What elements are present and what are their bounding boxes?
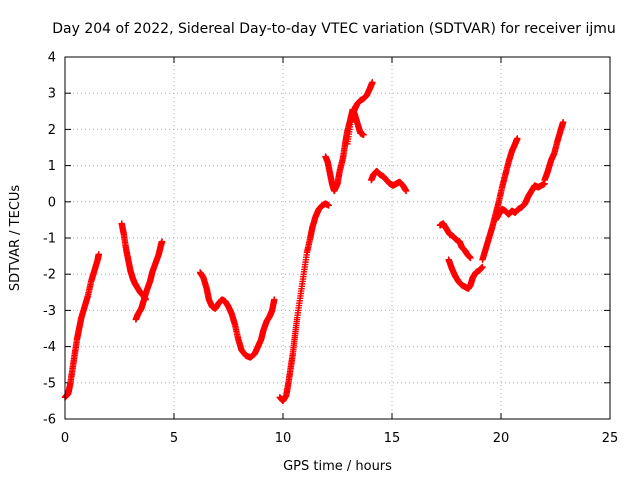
- data-point: [402, 187, 410, 195]
- data-point: [514, 135, 521, 142]
- x-tick-label: 15: [384, 431, 401, 446]
- chart-title: Day 204 of 2022, Sidereal Day-to-day VTE…: [52, 21, 616, 37]
- x-tick-label: 0: [61, 431, 69, 446]
- x-axis-title: GPS time / hours: [283, 459, 392, 474]
- data-point: [158, 238, 166, 245]
- data-point: [479, 263, 486, 271]
- plot-frame: [64, 56, 611, 420]
- data-point: [325, 202, 332, 209]
- data-points: [61, 79, 567, 405]
- x-tick-label: 10: [275, 431, 292, 446]
- x-tick-label: 5: [170, 431, 178, 446]
- data-point: [369, 79, 376, 86]
- y-tick-label: -4: [43, 340, 56, 355]
- y-tick-label: -5: [43, 376, 56, 391]
- x-tick-label: 25: [602, 431, 619, 446]
- y-tick-label: 2: [48, 123, 56, 138]
- data-point: [95, 251, 102, 258]
- grid-lines: [65, 57, 610, 419]
- y-tick-label: -6: [43, 413, 56, 428]
- y-tick-label: 3: [48, 87, 56, 102]
- y-tick-label: -1: [43, 232, 56, 247]
- y-tick-label: 0: [48, 195, 56, 210]
- y-tick-label: 4: [48, 51, 56, 66]
- x-tick-labels: 0 5 10 15 20 25: [61, 431, 618, 446]
- y-tick-label: 1: [48, 159, 56, 174]
- y-tick-label: -3: [43, 304, 56, 319]
- data-point: [467, 254, 474, 262]
- y-tick-labels: -6 -5 -4 -3 -2 -1 0 1 2 3 4: [43, 51, 56, 428]
- data-point: [271, 296, 278, 303]
- y-axis-title: SDTVAR / TECUs: [8, 185, 23, 292]
- y-tick-label: -2: [43, 268, 56, 283]
- data-point: [559, 118, 567, 126]
- data-point: [360, 131, 367, 139]
- x-tick-label: 20: [493, 431, 510, 446]
